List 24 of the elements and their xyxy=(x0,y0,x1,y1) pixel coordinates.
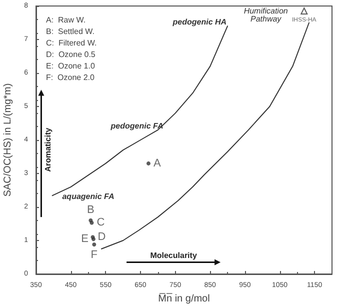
annotation: B: Settled W. xyxy=(46,27,94,36)
x-axis-title: M̅n̅ in g/mol xyxy=(158,292,210,304)
data-label: B xyxy=(87,204,94,216)
annotation: aquagenic FA xyxy=(62,192,114,201)
data-label: E xyxy=(81,233,88,246)
data-label: F xyxy=(90,249,98,262)
annotation: Molecularity xyxy=(150,250,198,260)
point xyxy=(146,161,150,166)
point xyxy=(90,220,94,225)
annotation: pedogenic FA xyxy=(110,121,164,130)
annotation: Humification Pathway xyxy=(244,6,288,24)
annotation: E: Ozone 1.0 xyxy=(46,62,96,70)
point xyxy=(300,8,308,15)
annotation: A: Raw W. xyxy=(46,16,86,24)
annotation: F: Ozone 2.0 xyxy=(46,73,96,82)
y-axis-title: SAC/OC(HS) in L/(mg*m) xyxy=(2,83,14,197)
point xyxy=(92,242,96,247)
data-label: A xyxy=(153,157,162,170)
annotation: C: Filtered W. xyxy=(46,38,97,48)
annotation: Aromaticity xyxy=(44,127,53,172)
data-label: D xyxy=(98,231,106,244)
data-label: C xyxy=(96,216,105,229)
annotation: D: Ozone 0.5 xyxy=(46,50,96,59)
annotation: pedogenic HA xyxy=(172,18,227,27)
